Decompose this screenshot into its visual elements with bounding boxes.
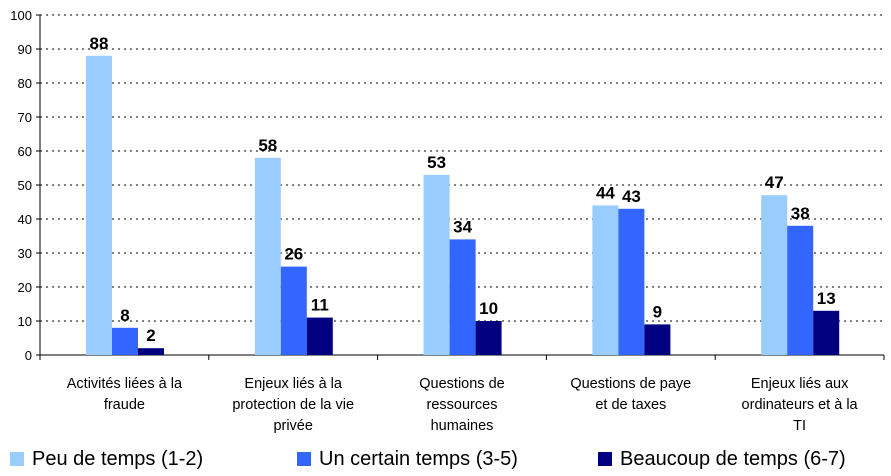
bar bbox=[112, 327, 138, 355]
bar bbox=[787, 225, 814, 355]
bar bbox=[475, 321, 502, 355]
y-tick-label: 30 bbox=[18, 246, 32, 261]
bar bbox=[592, 205, 619, 355]
legend-label: Un certain temps (3-5) bbox=[319, 447, 518, 470]
labels: 0 10 20 30 40 50 60 70 80 90 100 88 58 53 44 47 8 26 34 43 3… bbox=[10, 8, 858, 434]
data-label: 13 bbox=[817, 289, 836, 308]
bars bbox=[86, 55, 840, 356]
legend-label: Beaucoup de temps (6-7) bbox=[620, 447, 846, 470]
category-label: Questions de ressources humaines bbox=[419, 376, 504, 434]
data-label: 11 bbox=[311, 296, 329, 315]
data-label: 10 bbox=[479, 299, 498, 318]
data-label: 88 bbox=[90, 34, 109, 53]
y-tick-label: 0 bbox=[25, 348, 32, 363]
bar bbox=[280, 266, 307, 355]
data-label: 9 bbox=[653, 302, 662, 321]
legend: Peu de temps (1-2) Un certain temps (3-5)… bbox=[10, 446, 891, 474]
bar bbox=[86, 55, 112, 356]
y-tick-label: 20 bbox=[18, 280, 32, 295]
legend-item: Un certain temps (3-5) bbox=[297, 446, 518, 472]
legend-item: Peu de temps (1-2) bbox=[10, 446, 203, 472]
y-tick-label: 80 bbox=[18, 76, 32, 91]
legend-swatch bbox=[10, 452, 24, 466]
category-label: Activités liées à la fraude bbox=[67, 376, 183, 413]
legend-item: Beaucoup de temps (6-7) bbox=[598, 446, 846, 472]
data-label: 2 bbox=[146, 326, 155, 345]
legend-swatch bbox=[598, 452, 612, 466]
y-tick-label: 40 bbox=[18, 212, 32, 227]
y-tick-label: 10 bbox=[18, 314, 32, 329]
gridlines bbox=[40, 14, 884, 322]
y-tick-label: 100 bbox=[10, 8, 32, 23]
category-label: Enjeux liés aux ordinateurs et à la TI bbox=[742, 376, 859, 434]
data-label: 53 bbox=[427, 153, 446, 172]
bar bbox=[813, 310, 840, 355]
bar bbox=[644, 324, 671, 355]
bar-chart: 0 10 20 30 40 50 60 70 80 90 100 88 58 53 44 47 8 26 34 43 3… bbox=[10, 8, 885, 434]
data-label: 38 bbox=[791, 204, 810, 223]
data-label: 43 bbox=[622, 187, 641, 206]
y-tick-label: 60 bbox=[18, 144, 32, 159]
bar bbox=[423, 174, 450, 355]
data-label: 34 bbox=[453, 217, 472, 236]
y-tick-label: 90 bbox=[18, 42, 32, 57]
bar bbox=[138, 348, 164, 355]
data-label: 44 bbox=[596, 183, 615, 202]
data-label: 8 bbox=[120, 306, 129, 325]
data-label: 58 bbox=[258, 136, 277, 155]
bar bbox=[306, 317, 333, 355]
data-label: 26 bbox=[284, 245, 303, 264]
bar bbox=[254, 157, 281, 355]
bar bbox=[761, 195, 788, 355]
bar bbox=[449, 239, 476, 355]
category-label: Questions de paye et de taxes bbox=[570, 376, 691, 413]
data-label: 47 bbox=[765, 173, 784, 192]
y-tick-label: 50 bbox=[18, 178, 32, 193]
y-tick-label: 70 bbox=[18, 110, 32, 125]
legend-label: Peu de temps (1-2) bbox=[32, 447, 204, 470]
legend-swatch bbox=[297, 452, 311, 466]
bar bbox=[618, 208, 645, 355]
category-label: Enjeux liés à la protection de la vie priv… bbox=[232, 376, 354, 434]
